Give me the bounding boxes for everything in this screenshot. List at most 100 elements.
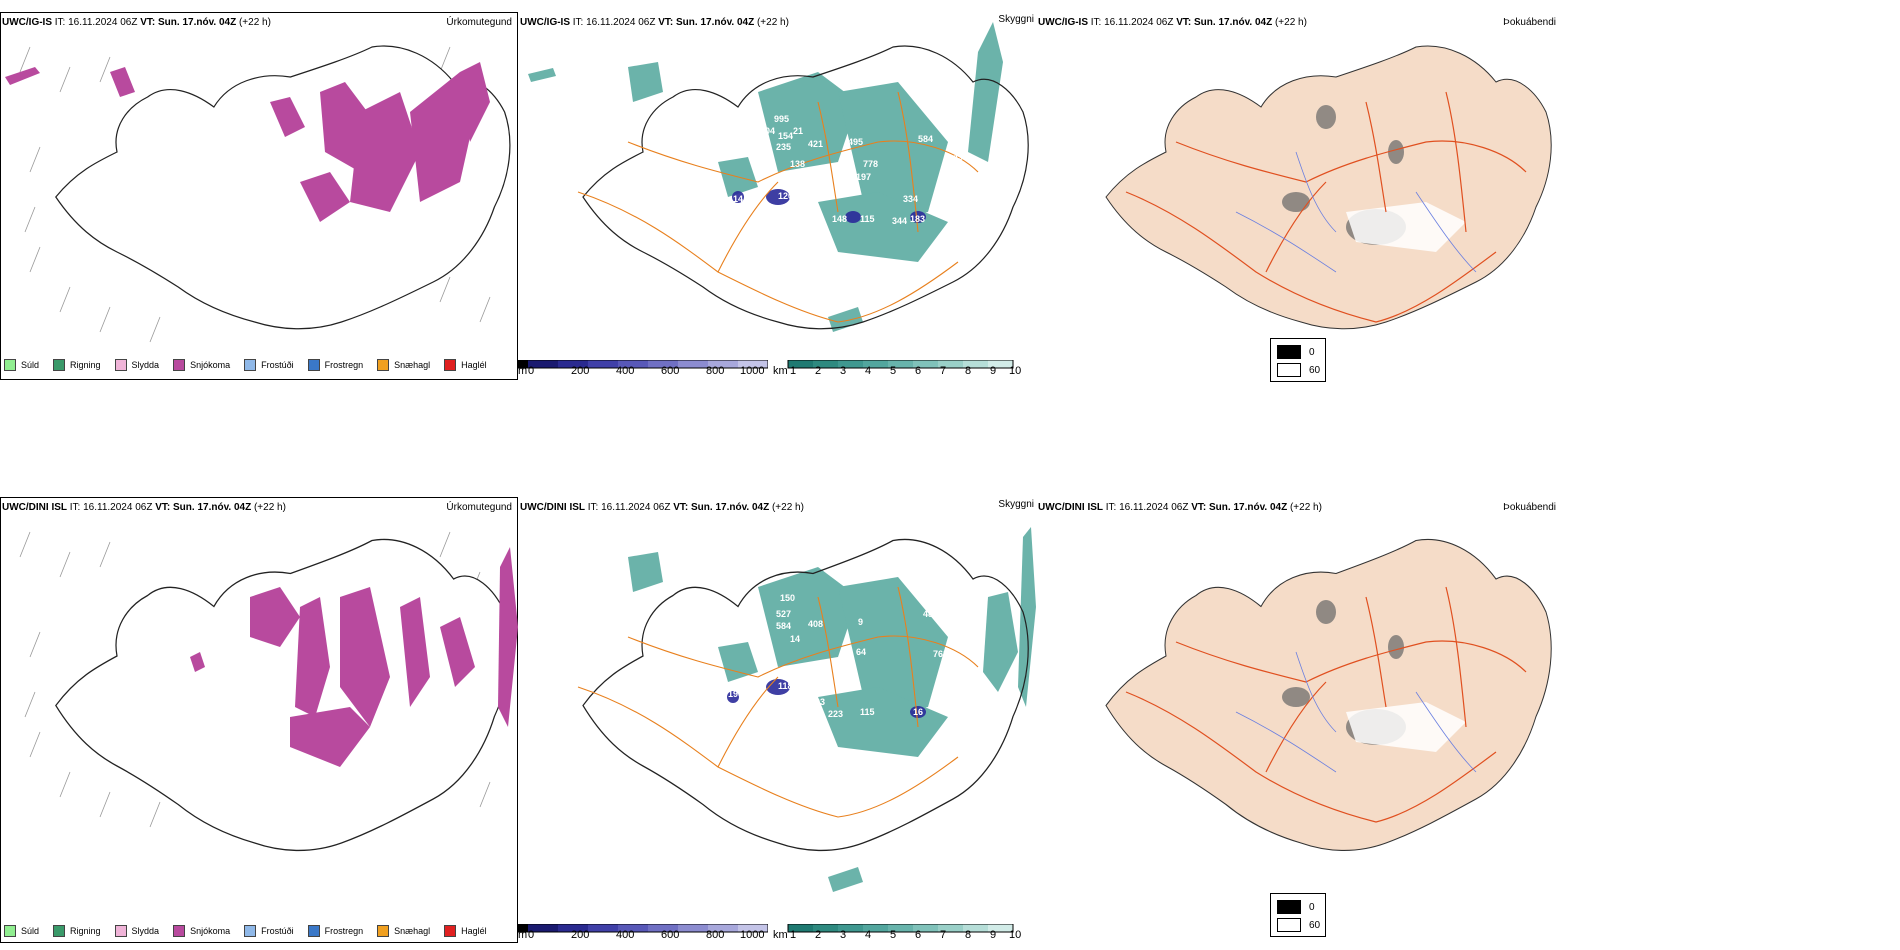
fog-legend-item: 0 <box>1277 345 1315 359</box>
colorbar-tick: 0 <box>528 365 535 377</box>
legend-item: Frostregn <box>307 925 363 937</box>
colorbar-unit: m <box>518 365 528 377</box>
fog-panel-row1: UWC/IG-IS IT: 16.11.2024 06Z VT: Sun. 17… <box>1036 12 1556 380</box>
legend-item: Slydda <box>114 925 159 937</box>
svg-text:408: 408 <box>808 619 823 629</box>
svg-text:584: 584 <box>918 134 933 144</box>
fog-map <box>1105 538 1552 851</box>
colorbar-tick: 600 <box>661 929 680 941</box>
colorbar-tick: 1000 <box>740 365 765 377</box>
svg-text:196: 196 <box>728 689 743 699</box>
svg-text:223: 223 <box>828 709 843 719</box>
colorbar-tick: 200 <box>571 929 590 941</box>
panel-type-label: Skyggni <box>998 14 1034 25</box>
fog-swatch <box>1277 918 1301 932</box>
fog-panel-row2: UWC/DINI ISL IT: 16.11.2024 06Z VT: Sun.… <box>1036 497 1556 943</box>
svg-text:150: 150 <box>780 593 795 603</box>
colorbar-tick: 1 <box>790 365 797 377</box>
swatch <box>307 359 320 371</box>
panel-title: UWC/IG-IS IT: 16.11.2024 06Z VT: Sun. 17… <box>520 17 789 28</box>
panel-title: UWC/DINI ISL IT: 16.11.2024 06Z VT: Sun.… <box>2 502 286 513</box>
panel-type-label: Úrkomutegund <box>446 502 512 513</box>
svg-text:115: 115 <box>860 707 875 717</box>
precip-panel-row1: UWC/IG-IS IT: 16.11.2024 06Z VT: Sun. 17… <box>0 12 518 380</box>
svg-text:197: 197 <box>856 172 871 182</box>
legend-item: Frostúði <box>244 925 294 937</box>
colorbar-tick: 9 <box>990 365 997 377</box>
fog-map <box>1105 45 1552 330</box>
svg-text:183: 183 <box>910 214 925 224</box>
colorbar-tick: 3 <box>840 365 847 377</box>
swatch <box>53 359 66 371</box>
legend-item: Frostregn <box>307 359 363 371</box>
colorbar-tick: 6 <box>915 365 922 377</box>
svg-text:16: 16 <box>913 707 923 717</box>
swatch <box>244 925 257 937</box>
svg-text:64: 64 <box>856 647 866 657</box>
panel-type-label: Skyggni <box>998 499 1034 510</box>
swatch <box>377 359 390 371</box>
fog-swatch <box>1277 345 1301 359</box>
swatch <box>307 925 320 937</box>
svg-text:138: 138 <box>790 159 805 169</box>
svg-text:456: 456 <box>953 152 968 162</box>
legend-item: Snæhagl <box>377 925 430 937</box>
svg-text:9: 9 <box>858 617 863 627</box>
svg-text:14: 14 <box>733 194 743 204</box>
precip-panel-row2: UWC/DINI ISL IT: 16.11.2024 06Z VT: Sun.… <box>0 497 518 943</box>
colorbar-tick: 9 <box>990 929 997 941</box>
svg-text:43: 43 <box>954 634 964 644</box>
legend-item: Haglél <box>444 359 487 371</box>
visibility-panel-row1: UWC/IG-IS IT: 16.11.2024 06Z VT: Sun. 17… <box>518 12 1036 380</box>
colorbar-tick: 7 <box>940 929 947 941</box>
svg-text:148: 148 <box>832 214 847 224</box>
panel-type-label: Þokuábendi <box>1503 502 1556 513</box>
svg-text:341: 341 <box>838 187 853 197</box>
legend-item: Snæhagl <box>377 359 430 371</box>
precip-legend: Súld Rigning Slydda Snjókoma Frostúði Fr… <box>4 925 501 937</box>
svg-text:403: 403 <box>810 697 825 707</box>
legend-item: Haglél <box>444 925 487 937</box>
colorbar-tick: 600 <box>661 365 680 377</box>
colorbar-tick: 3 <box>840 929 847 941</box>
panel-title: UWC/IG-IS IT: 16.11.2024 06Z VT: Sun. 17… <box>1038 17 1307 28</box>
svg-text:791: 791 <box>946 176 961 186</box>
colorbar-unit: km <box>773 365 788 377</box>
colorbar-tick: 4 <box>865 365 872 377</box>
svg-text:421: 421 <box>808 139 823 149</box>
panel-type-label: Þokuábendi <box>1503 17 1556 28</box>
svg-text:995: 995 <box>774 114 789 124</box>
colorbar-tick: 6 <box>915 929 922 941</box>
visibility-panel-row2: UWC/DINI ISL IT: 16.11.2024 06Z VT: Sun.… <box>518 497 1036 943</box>
precip-map <box>19 531 518 852</box>
panel-frame <box>0 497 518 943</box>
height-colorbar: m 0 200 400 600 800 1000 <box>518 921 769 943</box>
colorbar-tick: 2 <box>815 929 822 941</box>
swatch <box>173 359 186 371</box>
svg-text:762: 762 <box>933 649 948 659</box>
svg-text:14: 14 <box>790 634 800 644</box>
svg-text:21: 21 <box>793 126 803 136</box>
colorbar-tick: 200 <box>571 365 590 377</box>
svg-text:527: 527 <box>776 609 791 619</box>
swatch <box>114 925 127 937</box>
svg-text:118: 118 <box>778 681 793 691</box>
legend-item: Snjókoma <box>173 925 230 937</box>
legend-item: Slydda <box>114 359 159 371</box>
fog-swatch <box>1277 900 1301 914</box>
colorbar-tick: 8 <box>965 929 972 941</box>
fog-legend-item: 0 <box>1277 900 1315 914</box>
svg-text:154: 154 <box>778 131 793 141</box>
swatch <box>173 925 186 937</box>
swatch <box>244 359 257 371</box>
visibility-colorbar-gradient <box>787 359 1014 369</box>
swatch <box>4 925 16 937</box>
swatch <box>114 359 127 371</box>
colorbar-tick: 4 <box>865 929 872 941</box>
visibility-map: 995 404 154 21 235 421 138 495 584 778 1… <box>528 22 1029 332</box>
swatch <box>444 359 457 371</box>
colorbar-tick: 5 <box>890 365 897 377</box>
colorbar-tick: 8 <box>965 365 972 377</box>
swatch <box>53 925 66 937</box>
colorbar-tick: 0 <box>528 929 535 941</box>
